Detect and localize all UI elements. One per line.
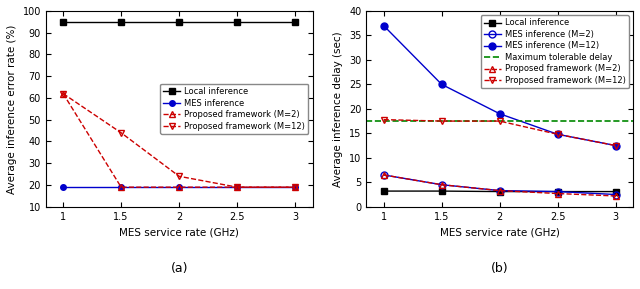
Local inference bbox=[554, 190, 561, 193]
Line: Local inference: Local inference bbox=[381, 188, 618, 194]
MES inference (M=2) bbox=[438, 183, 445, 186]
Line: MES inference (M=2): MES inference (M=2) bbox=[380, 171, 619, 198]
Proposed framework (M=12) bbox=[117, 131, 125, 134]
Maximum tolerable delay bbox=[264, 119, 271, 123]
Line: Proposed framework (M=2): Proposed framework (M=2) bbox=[60, 90, 299, 191]
MES inference bbox=[117, 186, 125, 189]
MES inference (M=12) bbox=[438, 83, 445, 86]
MES inference bbox=[60, 186, 67, 189]
Local inference bbox=[117, 20, 125, 24]
Proposed framework (M=12) bbox=[175, 175, 183, 178]
Proposed framework (M=2) bbox=[612, 194, 620, 198]
Local inference bbox=[175, 20, 183, 24]
Local inference bbox=[291, 20, 299, 24]
Proposed framework (M=12) bbox=[438, 119, 445, 123]
Line: MES inference (M=12): MES inference (M=12) bbox=[380, 22, 619, 149]
Proposed framework (M=2) bbox=[60, 92, 67, 95]
MES inference bbox=[234, 186, 241, 189]
Proposed framework (M=2) bbox=[234, 186, 241, 189]
Proposed framework (M=2) bbox=[117, 186, 125, 189]
X-axis label: MES service rate (GHz): MES service rate (GHz) bbox=[440, 227, 559, 237]
MES inference (M=2) bbox=[554, 190, 561, 193]
Proposed framework (M=2) bbox=[554, 192, 561, 195]
MES inference (M=12) bbox=[496, 112, 504, 116]
Y-axis label: Average inference delay (sec): Average inference delay (sec) bbox=[333, 31, 343, 187]
MES inference (M=2) bbox=[496, 189, 504, 192]
Proposed framework (M=12) bbox=[291, 186, 299, 189]
Proposed framework (M=12) bbox=[554, 133, 561, 136]
MES inference (M=12) bbox=[612, 144, 620, 147]
Proposed framework (M=12) bbox=[380, 118, 387, 121]
Proposed framework (M=2) bbox=[291, 186, 299, 189]
Legend: Local inference, MES inference, Proposed framework (M=2), Proposed framework (M=: Local inference, MES inference, Proposed… bbox=[160, 84, 308, 134]
Line: Proposed framework (M=12): Proposed framework (M=12) bbox=[380, 116, 619, 149]
Local inference bbox=[612, 190, 620, 193]
MES inference (M=12) bbox=[380, 24, 387, 27]
Proposed framework (M=12) bbox=[60, 92, 67, 95]
MES inference bbox=[175, 186, 183, 189]
Line: MES inference: MES inference bbox=[60, 184, 298, 190]
Text: (a): (a) bbox=[170, 262, 188, 275]
Proposed framework (M=2) bbox=[496, 189, 504, 192]
Maximum tolerable delay bbox=[380, 119, 387, 123]
MES inference (M=2) bbox=[612, 193, 620, 196]
Line: Proposed framework (M=2): Proposed framework (M=2) bbox=[380, 171, 619, 199]
MES inference (M=12) bbox=[554, 133, 561, 136]
Proposed framework (M=12) bbox=[234, 186, 241, 189]
Local inference bbox=[380, 189, 387, 193]
Local inference bbox=[234, 20, 241, 24]
X-axis label: MES service rate (GHz): MES service rate (GHz) bbox=[119, 227, 239, 237]
Proposed framework (M=12) bbox=[612, 144, 620, 147]
Proposed framework (M=2) bbox=[438, 183, 445, 186]
Local inference bbox=[438, 189, 445, 193]
Proposed framework (M=2) bbox=[380, 173, 387, 177]
Text: (b): (b) bbox=[491, 262, 508, 275]
Line: Local inference: Local inference bbox=[60, 19, 298, 25]
Proposed framework (M=2) bbox=[175, 186, 183, 189]
Local inference bbox=[60, 20, 67, 24]
MES inference (M=2) bbox=[380, 173, 387, 177]
Local inference bbox=[496, 190, 504, 193]
Y-axis label: Average inference error rate (%): Average inference error rate (%) bbox=[7, 24, 17, 194]
Legend: Local inference, MES inference (M=2), MES inference (M=12), Maximum tolerable de: Local inference, MES inference (M=2), ME… bbox=[481, 15, 629, 88]
Proposed framework (M=12) bbox=[496, 119, 504, 123]
Line: Proposed framework (M=12): Proposed framework (M=12) bbox=[60, 90, 299, 191]
MES inference bbox=[291, 186, 299, 189]
